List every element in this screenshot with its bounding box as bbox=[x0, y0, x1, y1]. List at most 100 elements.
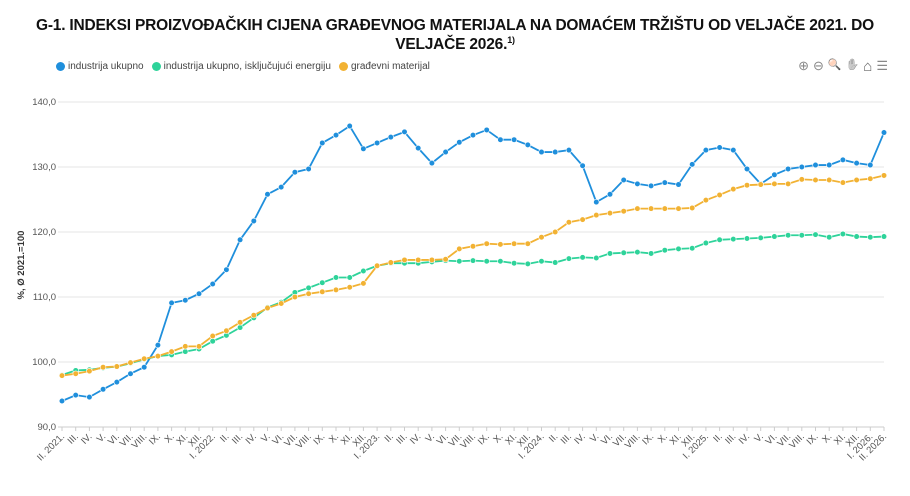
x-tick-label: IX. bbox=[640, 431, 656, 447]
data-point bbox=[524, 141, 531, 148]
legend-marker bbox=[338, 62, 348, 71]
menu-icon[interactable]: ☰ bbox=[876, 58, 888, 73]
data-point bbox=[867, 175, 874, 182]
data-point bbox=[223, 327, 230, 334]
data-point bbox=[565, 147, 573, 154]
legend-item-industrija-ukupno[interactable]: industrija ukupno bbox=[56, 61, 144, 72]
data-point bbox=[332, 286, 340, 293]
y-tick-label: 90,0 bbox=[38, 422, 57, 433]
data-point bbox=[579, 254, 586, 261]
x-tick-label: IX. bbox=[805, 431, 821, 447]
data-point bbox=[552, 148, 559, 156]
data-point bbox=[867, 234, 874, 241]
data-point bbox=[880, 233, 888, 240]
data-point bbox=[497, 258, 504, 265]
home-icon[interactable]: ⌂ bbox=[863, 58, 873, 75]
legend-marker bbox=[56, 62, 65, 71]
x-tick-label: IV. bbox=[244, 431, 259, 446]
data-point bbox=[675, 245, 682, 252]
data-point bbox=[702, 239, 710, 247]
data-point bbox=[853, 176, 860, 184]
y-axis-label: %, Ø 2021.=100 bbox=[16, 231, 27, 300]
data-point bbox=[716, 236, 723, 243]
data-point bbox=[867, 161, 874, 169]
data-point bbox=[223, 266, 230, 273]
data-point bbox=[182, 297, 189, 304]
data-point bbox=[812, 231, 819, 238]
data-point bbox=[826, 161, 833, 169]
data-point bbox=[442, 148, 449, 156]
data-point bbox=[839, 156, 847, 163]
data-point bbox=[771, 180, 778, 187]
data-point bbox=[743, 165, 751, 173]
pan-icon[interactable]: ✋ bbox=[845, 59, 860, 71]
zoom-out-icon[interactable]: ⊖ bbox=[812, 58, 824, 73]
data-point bbox=[689, 245, 696, 252]
data-point bbox=[141, 364, 148, 371]
zoom-in-icon[interactable]: ⊕ bbox=[798, 58, 809, 73]
data-point bbox=[278, 300, 285, 307]
data-point bbox=[730, 186, 737, 193]
data-point bbox=[483, 258, 490, 265]
data-point bbox=[58, 397, 66, 405]
y-tick-label: 100,0 bbox=[32, 357, 56, 368]
data-point bbox=[730, 236, 737, 243]
legend: industrija ukupno industrija ukupno, isk… bbox=[56, 61, 430, 72]
y-tick-label: 140,0 bbox=[32, 97, 56, 108]
x-tick-label: VIII. bbox=[787, 431, 807, 451]
data-point bbox=[360, 280, 367, 287]
data-point bbox=[579, 162, 586, 169]
data-point bbox=[661, 247, 668, 254]
data-point bbox=[305, 165, 312, 173]
data-point bbox=[593, 254, 600, 262]
x-tick-label: II. 2021. bbox=[35, 431, 67, 463]
data-point bbox=[757, 234, 764, 241]
data-point bbox=[702, 147, 710, 154]
data-point bbox=[812, 176, 819, 184]
x-tick-label: VIII. bbox=[294, 431, 314, 451]
data-point bbox=[743, 182, 751, 189]
data-point bbox=[264, 304, 271, 312]
data-point bbox=[620, 176, 627, 184]
x-tick-label: IV. bbox=[737, 431, 752, 446]
legend-item-gradevni-materijal[interactable]: građevni materijal bbox=[338, 61, 430, 72]
data-point bbox=[237, 236, 244, 243]
data-point bbox=[634, 205, 641, 212]
data-point bbox=[332, 132, 340, 139]
data-point bbox=[360, 145, 367, 152]
data-point bbox=[524, 260, 531, 267]
data-point bbox=[538, 148, 545, 156]
data-point bbox=[428, 160, 436, 167]
x-tick-label: IV. bbox=[408, 431, 423, 446]
x-tick-label: VIII. bbox=[623, 431, 643, 451]
data-point bbox=[127, 370, 134, 377]
data-point bbox=[168, 299, 175, 306]
data-point bbox=[839, 230, 847, 238]
x-tick-label: IX. bbox=[147, 431, 163, 447]
data-point bbox=[675, 205, 682, 212]
data-point bbox=[182, 348, 189, 355]
data-point bbox=[743, 235, 751, 242]
data-point bbox=[620, 208, 627, 215]
data-point bbox=[839, 179, 847, 186]
data-point bbox=[58, 372, 66, 379]
data-point bbox=[771, 233, 778, 240]
legend-item-bez-energije[interactable]: industrija ukupno, isključujući energiju bbox=[151, 61, 331, 72]
data-point bbox=[552, 259, 559, 266]
data-point bbox=[565, 219, 573, 226]
data-point bbox=[579, 216, 586, 223]
data-point bbox=[606, 210, 614, 217]
zoom-select-icon[interactable]: 🔍 bbox=[827, 59, 842, 71]
data-point bbox=[510, 136, 518, 143]
data-point bbox=[305, 284, 312, 292]
data-point bbox=[209, 332, 216, 340]
data-point bbox=[86, 368, 93, 375]
data-point bbox=[880, 172, 888, 179]
data-point bbox=[401, 128, 408, 135]
data-point bbox=[689, 204, 696, 212]
legend-label: industrija ukupno bbox=[68, 61, 144, 72]
y-tick-label: 120,0 bbox=[32, 227, 56, 238]
data-point bbox=[647, 250, 655, 257]
data-point bbox=[716, 144, 723, 151]
